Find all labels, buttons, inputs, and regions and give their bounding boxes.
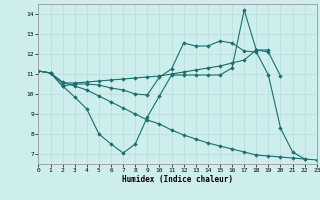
X-axis label: Humidex (Indice chaleur): Humidex (Indice chaleur) bbox=[122, 175, 233, 184]
